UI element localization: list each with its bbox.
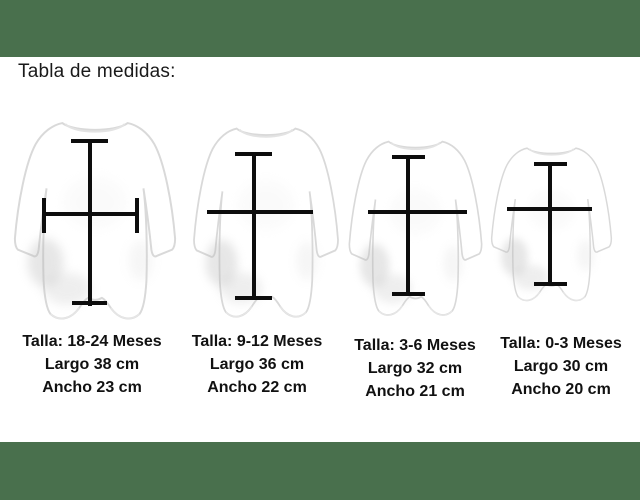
ancho-label: Ancho 21 cm — [365, 383, 465, 400]
ancho-dimension-line — [207, 210, 313, 214]
bottom-green-band — [0, 442, 640, 500]
ancho-dimension-line — [507, 207, 592, 211]
ancho-label: Ancho 22 cm — [207, 379, 307, 396]
largo-label: Largo 32 cm — [367, 360, 463, 377]
talla-label: Talla: 18-24 Meses — [22, 333, 162, 350]
talla-label: Talla: 0-3 Meses — [500, 335, 622, 352]
talla-label: Talla: 3-6 Meses — [354, 337, 476, 354]
largo-label: Largo 36 cm — [209, 356, 305, 373]
largo-dimension-cap-bottom — [534, 282, 567, 286]
largo-dimension-cap-bottom — [392, 292, 425, 296]
largo-label: Largo 30 cm — [513, 358, 609, 375]
ancho-dimension-line — [368, 210, 467, 214]
size-label-block: Talla: 9-12 Meses Largo 36 cm Ancho 22 c… — [172, 330, 342, 399]
largo-dimension-cap-top — [534, 162, 567, 166]
largo-label: Largo 38 cm — [44, 356, 140, 373]
largo-dimension-cap-top — [71, 139, 108, 143]
size-label-block: Talla: 18-24 Meses Largo 38 cm Ancho 23 … — [7, 330, 177, 399]
bodysuit-illustration-9-12 — [186, 116, 346, 321]
size-label-block: Talla: 3-6 Meses Largo 32 cm Ancho 21 cm — [330, 334, 500, 403]
page-title: Tabla de medidas: — [18, 61, 176, 82]
largo-dimension-line — [548, 162, 552, 286]
top-green-band — [0, 0, 640, 57]
ancho-label: Ancho 20 cm — [511, 381, 611, 398]
ancho-label: Ancho 23 cm — [42, 379, 142, 396]
largo-dimension-cap-top — [392, 155, 425, 159]
ancho-dimension-line — [42, 212, 139, 216]
ancho-dimension-cap-right — [135, 198, 139, 233]
largo-dimension-line — [252, 152, 256, 300]
size-label-block: Talla: 0-3 Meses Largo 30 cm Ancho 20 cm — [476, 332, 640, 401]
largo-dimension-line — [88, 139, 92, 306]
ancho-dimension-cap-left — [42, 198, 46, 233]
largo-dimension-cap-bottom — [235, 296, 272, 300]
largo-dimension-cap-bottom — [72, 301, 107, 305]
talla-label: Talla: 9-12 Meses — [191, 333, 323, 350]
largo-dimension-line — [406, 155, 410, 296]
largo-dimension-cap-top — [235, 152, 272, 156]
